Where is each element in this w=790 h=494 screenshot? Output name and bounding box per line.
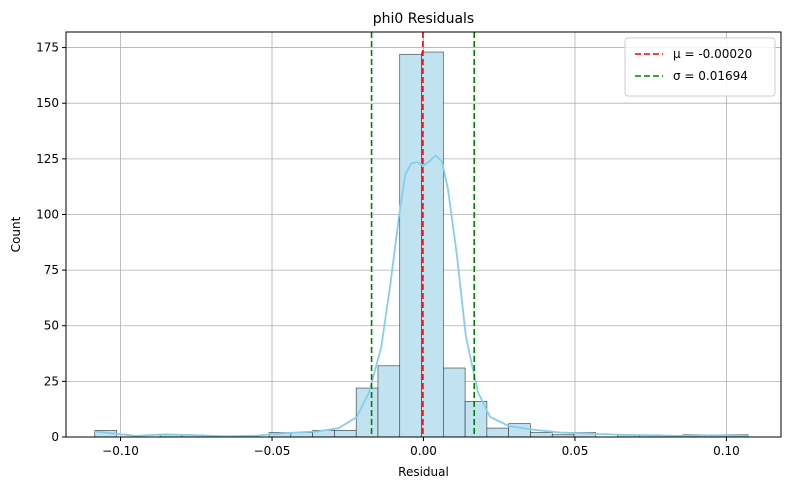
x-tick-label: −0.05 (254, 444, 291, 458)
x-tick-label: 0.05 (562, 444, 589, 458)
y-axis-label: Count (9, 216, 23, 252)
histogram-bar (443, 367, 466, 438)
histogram-bar (530, 432, 553, 438)
histogram-bar (334, 430, 357, 438)
x-tick-label: −0.10 (102, 444, 139, 458)
y-tick-label: 100 (36, 207, 59, 221)
legend-label: σ = 0.01694 (673, 69, 748, 83)
histogram-bar (377, 365, 401, 438)
x-axis-label: Residual (398, 465, 449, 479)
y-axis-ticks: 0 25 50 75 100 125 150 175 (36, 41, 66, 444)
chart-title: phi0 Residuals (373, 11, 474, 27)
x-axis-ticks: −0.10 −0.05 0.00 0.05 0.10 (102, 437, 740, 458)
legend-label: μ = -0.00020 (673, 47, 752, 61)
y-tick-label: 75 (44, 263, 59, 277)
histogram-bar (464, 401, 488, 438)
x-tick-label: 0.00 (410, 444, 437, 458)
kde-curve (94, 154, 750, 438)
histogram-bars (94, 51, 749, 438)
legend: μ = -0.00020 σ = 0.01694 (624, 37, 776, 97)
y-tick-label: 150 (36, 96, 59, 110)
y-tick-label: 0 (51, 430, 59, 444)
histogram-bar (421, 51, 444, 438)
histogram-bar (486, 427, 509, 438)
legend-box (624, 37, 776, 97)
x-tick-label: 0.10 (713, 444, 740, 458)
reference-lines (370, 32, 476, 437)
y-tick-label: 25 (44, 374, 59, 388)
histogram-bar (399, 53, 422, 438)
y-tick-label: 50 (44, 319, 59, 333)
y-tick-label: 125 (36, 152, 59, 166)
y-tick-label: 175 (36, 41, 59, 55)
